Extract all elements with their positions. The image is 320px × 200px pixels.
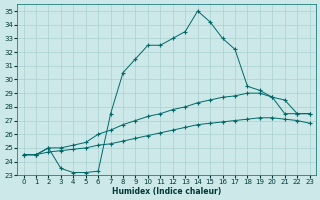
X-axis label: Humidex (Indice chaleur): Humidex (Indice chaleur) [112,187,221,196]
